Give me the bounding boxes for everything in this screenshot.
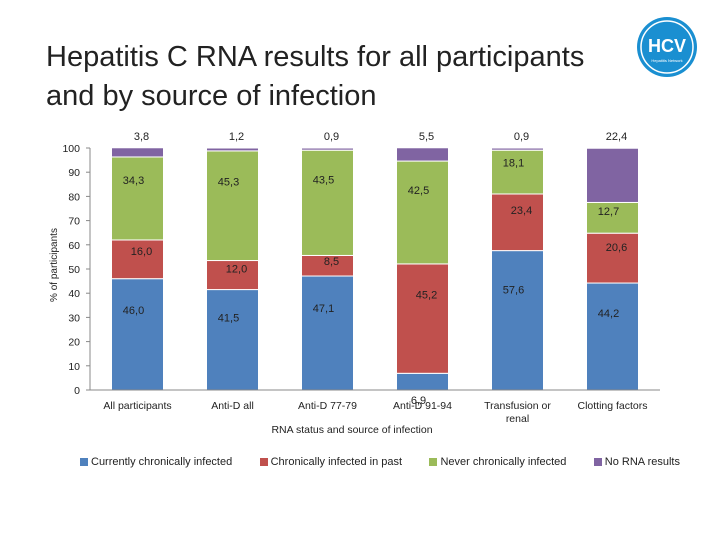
bar-segment [396, 160, 449, 265]
legend-swatch [593, 458, 602, 466]
logo-text: HCV [648, 36, 686, 56]
bar-segment [491, 250, 544, 391]
y-tick-label: 0 [74, 385, 80, 397]
data-label: 0,9 [514, 131, 529, 143]
data-label: 44,2 [598, 308, 619, 320]
data-label: 42,5 [408, 185, 429, 197]
data-label: 47,1 [313, 303, 334, 315]
legend-label: Chronically infected in past [270, 456, 403, 468]
legend-label: No RNA results [604, 456, 680, 468]
legend-label: Never chronically infected [440, 456, 567, 468]
data-label: 3,8 [134, 131, 149, 143]
x-tick-label: Transfusion or renal [484, 400, 551, 425]
y-tick-label: 50 [68, 264, 80, 276]
data-label: 34,3 [123, 175, 144, 187]
bar-segment [301, 275, 354, 391]
bar-segment [491, 149, 544, 195]
bar-segment [586, 201, 639, 234]
y-tick-label: 30 [68, 312, 80, 324]
bar-segment [111, 156, 164, 241]
bar-segment [111, 147, 164, 158]
bar-segment [396, 147, 449, 162]
bar-segment [206, 147, 259, 152]
y-tick-label: 60 [68, 240, 80, 252]
x-tick-label: Clotting factors [577, 400, 647, 412]
y-axis-label: % of participants [49, 228, 60, 302]
bar-segment [491, 147, 544, 151]
legend-item: Chronically infected in past [259, 456, 403, 468]
legend-item: No RNA results [593, 456, 680, 468]
data-labels: 46,0 16,0 34,3 3,8 41,5 12,0 45,3 1,2 47,1 8,5 43,… [123, 131, 627, 407]
slide-title-line-2: and by source of infection [46, 80, 377, 112]
y-tick-label: 100 [62, 143, 80, 155]
bar-segment [301, 147, 354, 151]
data-label: 45,3 [218, 177, 239, 189]
y-tick-label: 40 [68, 288, 80, 300]
data-label: 43,5 [313, 175, 334, 187]
legend-item: Currently chronically infected [80, 456, 232, 468]
bar-segment [111, 239, 164, 280]
legend-label: Currently chronically infected [91, 456, 233, 468]
data-label: 0,9 [324, 131, 339, 143]
x-tick-label: Anti-D 77-79 [298, 400, 357, 412]
slide-title-line-1: Hepatitis C RNA results for all particip… [46, 41, 585, 73]
data-label: 12,0 [226, 264, 247, 276]
y-tick-label: 20 [68, 337, 80, 349]
data-label: 46,0 [123, 305, 144, 317]
bar-segment [396, 372, 449, 391]
y-tick-label: 80 [68, 191, 80, 203]
bar-segment [206, 289, 259, 391]
chart-legend: Currently chronically infected Chronicall… [80, 456, 680, 468]
y-tick-label: 90 [68, 167, 80, 179]
data-label: 5,5 [419, 131, 434, 143]
x-tick-label: All participants [103, 400, 171, 412]
data-label: 22,4 [606, 131, 627, 143]
x-axis: All participants Anti-D all Anti-D 77-79 An… [90, 389, 660, 425]
bar-segment [396, 263, 449, 374]
x-tick-label: Anti-D 91-94 [393, 400, 452, 412]
hcv-logo: HCV Hepatitis Network [637, 17, 697, 77]
data-label: 20,6 [606, 242, 627, 254]
x-tick-label: Anti-D all [211, 400, 254, 412]
slide-title: Hepatitis C RNA results for all particip… [46, 38, 626, 116]
data-label: 1,2 [229, 131, 244, 143]
y-tick-label: 10 [68, 361, 80, 373]
data-label: 12,7 [598, 206, 619, 218]
legend-item: Never chronically infected [429, 456, 566, 468]
bar-segment [586, 232, 639, 284]
bar-segment [586, 282, 639, 391]
bar-segment [111, 278, 164, 391]
y-axis: 0 10 20 30 40 50 60 70 80 90 100 [62, 143, 91, 397]
bar-segment [206, 150, 259, 262]
data-label: 57,6 [503, 285, 524, 297]
bar-segment [301, 149, 354, 256]
logo-subtext: Hepatitis Network [651, 58, 682, 63]
data-label: 16,0 [131, 246, 152, 258]
legend-swatch [259, 458, 268, 466]
data-label: 8,5 [324, 256, 339, 268]
data-label: 45,2 [416, 290, 437, 302]
bar-segment [491, 193, 544, 252]
legend-swatch [80, 458, 88, 466]
x-axis-label: RNA status and source of infection [271, 424, 432, 436]
data-label: 41,5 [218, 313, 239, 325]
legend-swatch [429, 458, 438, 466]
data-label: 6,9 [411, 395, 426, 407]
bar-segment [586, 147, 639, 203]
data-label: 23,4 [511, 205, 532, 217]
bars [111, 147, 639, 391]
data-label: 18,1 [503, 157, 524, 169]
bar-segment [206, 260, 259, 291]
y-tick-label: 70 [68, 216, 80, 228]
